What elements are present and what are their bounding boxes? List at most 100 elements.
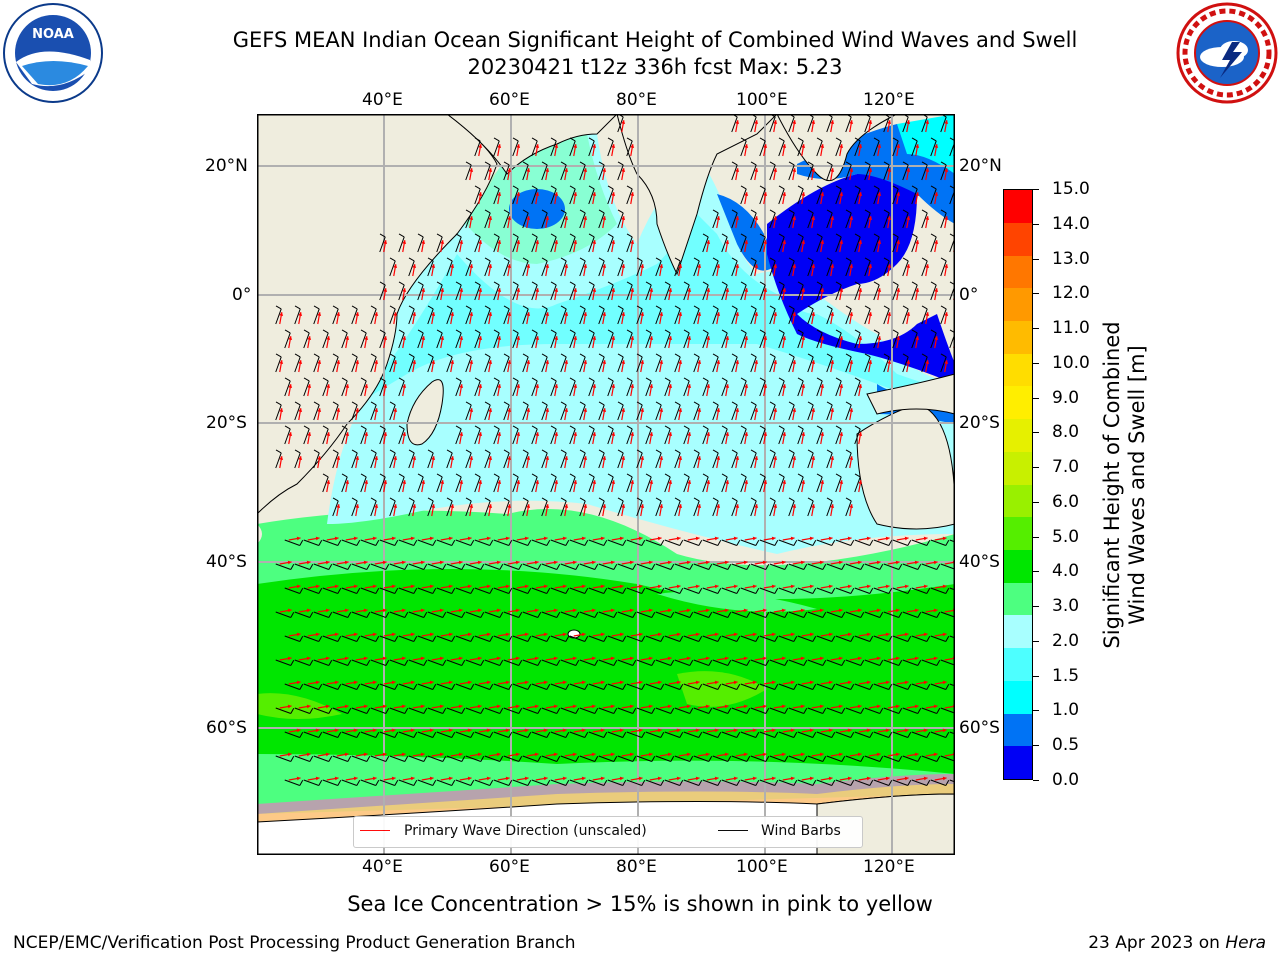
wind-barb <box>835 185 842 205</box>
wave-direction-arrow <box>820 536 833 541</box>
wave-direction-arrow <box>934 144 939 157</box>
wind-barb <box>674 563 694 570</box>
colorbar-tick-mark <box>1033 328 1039 330</box>
wind-barb <box>569 425 576 445</box>
wave-direction-arrow <box>706 480 711 493</box>
wave-direction-arrow <box>611 240 616 253</box>
wind-barb <box>408 353 415 373</box>
wave-direction-arrow <box>355 312 360 325</box>
wave-direction-arrow <box>507 264 512 277</box>
wind-barb <box>921 305 928 325</box>
wave-direction-arrow <box>383 536 396 541</box>
wind-barb <box>408 449 415 469</box>
wind-barb <box>579 401 586 421</box>
wind-barb <box>465 611 485 618</box>
wind-barb <box>854 233 861 253</box>
wave-direction-arrow <box>564 360 569 373</box>
wave-direction-arrow <box>535 680 548 685</box>
wind-barb <box>740 683 760 690</box>
wave-direction-arrow <box>545 656 558 661</box>
wind-barb <box>522 497 529 517</box>
wave-direction-arrow <box>355 408 360 421</box>
wind-barb <box>617 659 637 666</box>
wave-direction-arrow <box>526 560 539 565</box>
wind-barb <box>921 659 941 666</box>
wind-barb <box>816 683 836 690</box>
wind-barb <box>864 611 884 618</box>
wind-barb <box>769 497 776 517</box>
wave-direction-arrow <box>868 560 881 565</box>
wave-direction-arrow <box>801 632 814 637</box>
wave-direction-arrow <box>279 408 284 421</box>
wind-barb <box>484 161 491 181</box>
wave-direction-arrow <box>412 264 417 277</box>
wind-barb <box>284 425 291 445</box>
wave-direction-arrow <box>478 536 491 541</box>
wind-barb <box>883 161 890 181</box>
colorbar-tick-label: 11.0 <box>1052 318 1090 339</box>
wind-barb <box>389 257 396 277</box>
wave-direction-arrow <box>811 560 824 565</box>
lon-label-top: 80°E <box>616 90 657 110</box>
wave-direction-arrow <box>554 680 567 685</box>
wind-barb <box>712 209 719 229</box>
wind-barb <box>902 659 922 666</box>
wave-direction-arrow <box>811 408 816 421</box>
wind-barb <box>845 161 852 181</box>
wave-direction-arrow <box>554 536 567 541</box>
wind-barb <box>303 587 323 594</box>
wind-barb <box>398 587 418 594</box>
wind-barb <box>512 137 519 157</box>
wave-direction-arrow <box>782 632 795 637</box>
wave-direction-arrow <box>763 240 768 253</box>
wind-barb <box>645 683 665 690</box>
wave-direction-arrow <box>564 560 577 565</box>
colorbar-tick-mark <box>1033 745 1039 747</box>
wind-barb <box>636 497 643 517</box>
wave-direction-arrow <box>592 480 597 493</box>
wind-barb <box>313 611 333 618</box>
wave-direction-arrow <box>830 264 835 277</box>
wave-direction-arrow <box>478 240 483 253</box>
wave-direction-arrow <box>649 384 654 397</box>
wave-direction-arrow <box>554 776 567 781</box>
wave-direction-arrow <box>773 264 778 277</box>
wind-barb <box>911 281 918 301</box>
wind-barb <box>721 233 728 253</box>
wave-direction-arrow <box>545 608 558 613</box>
wave-direction-arrow <box>640 264 645 277</box>
wave-direction-arrow <box>858 384 863 397</box>
indonesia-band <box>767 171 955 384</box>
wave-direction-arrow <box>811 456 816 469</box>
wave-direction-arrow <box>849 704 862 709</box>
colorbar-segment <box>1004 320 1032 354</box>
wind-barb <box>579 305 586 325</box>
wave-direction-arrow <box>915 680 928 685</box>
wave-direction-arrow <box>877 192 882 205</box>
wind-barb <box>408 755 428 762</box>
wave-direction-arrow <box>697 656 710 661</box>
wave-direction-arrow <box>754 168 759 181</box>
wind-barb <box>579 611 599 618</box>
wind-barb <box>750 497 757 517</box>
wind-barb <box>674 257 681 277</box>
wind-barb <box>598 497 605 517</box>
wave-direction-arrow <box>507 560 520 565</box>
wave-direction-arrow <box>649 432 654 445</box>
wave-direction-arrow <box>478 192 483 205</box>
wind-barb <box>807 161 814 181</box>
wave-direction-arrow <box>431 560 444 565</box>
wave-direction-arrow <box>801 432 806 445</box>
wave-direction-arrow <box>706 240 711 253</box>
wave-direction-arrow <box>640 704 653 709</box>
wave-direction-arrow <box>497 288 502 301</box>
wave-direction-arrow <box>326 336 331 349</box>
wind-barb <box>493 779 513 786</box>
wind-barb <box>560 401 567 421</box>
wind-barb <box>636 449 643 469</box>
wind-barb <box>835 587 855 594</box>
wave-direction-arrow <box>516 480 521 493</box>
lat-label-left: 40°S <box>206 552 247 572</box>
colorbar-tick-label: 13.0 <box>1052 248 1090 269</box>
wind-barb <box>826 497 833 517</box>
